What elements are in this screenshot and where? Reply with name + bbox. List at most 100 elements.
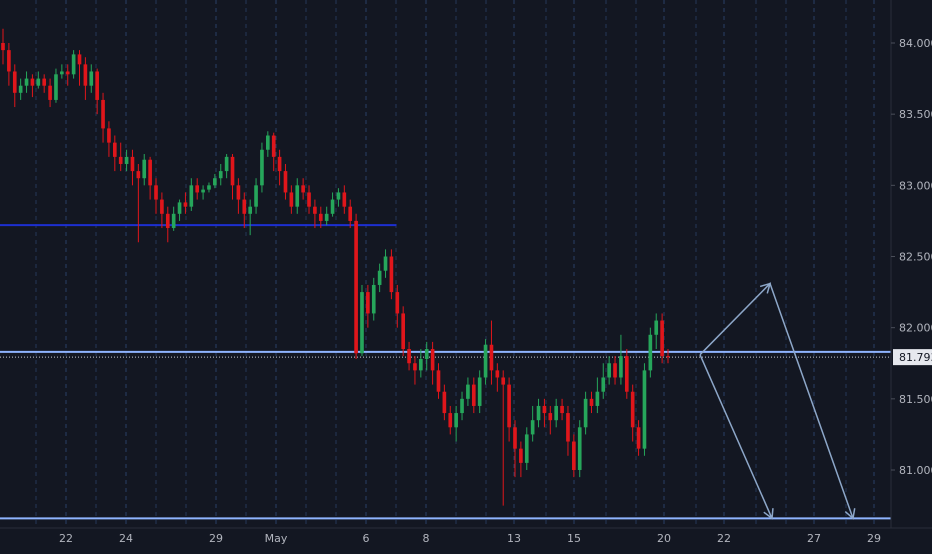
candle-body <box>572 441 576 470</box>
time-axis[interactable]: 22 24 29 May 6 8 13 15 20 22 27 29 <box>59 532 881 545</box>
candle-body <box>371 284 376 314</box>
price-axis[interactable]: 84.000 83.500 83.000 82.500 82.000 81.500 81.0… <box>891 37 932 477</box>
candle-body <box>207 185 211 190</box>
candle-down <box>77 50 82 86</box>
candle-body <box>89 71 94 86</box>
candle-up <box>583 391 588 435</box>
candle-down <box>48 78 52 108</box>
candle-down <box>101 92 105 143</box>
candle-down <box>407 341 411 371</box>
candle-body <box>277 156 282 172</box>
candle-body <box>65 71 70 75</box>
candle-body <box>448 413 453 428</box>
candle-down <box>160 192 164 229</box>
candle-up <box>254 178 258 214</box>
projection-arrows <box>699 282 856 520</box>
candle-up <box>213 173 217 189</box>
projection-path-secondary <box>699 354 773 519</box>
candle-body <box>648 334 653 371</box>
candle-body <box>601 377 606 392</box>
candle-body <box>12 71 17 93</box>
time-axis-label: 27 <box>807 532 821 545</box>
candle-body <box>124 156 129 164</box>
horizontal-lines <box>0 224 891 520</box>
candle-body <box>307 192 311 207</box>
candle-down <box>495 363 500 392</box>
candle-body <box>336 192 341 200</box>
candle-up <box>454 405 458 442</box>
candle-down <box>230 154 235 200</box>
candle-up <box>60 64 64 79</box>
candle-up <box>383 249 388 278</box>
candle-body <box>377 270 382 285</box>
candle-down <box>660 313 664 364</box>
candle-body <box>101 99 105 129</box>
candle-body <box>77 54 82 65</box>
candle-body <box>107 128 111 143</box>
candle-up <box>654 313 659 350</box>
candle-down <box>613 356 617 385</box>
candle-up <box>54 68 58 103</box>
candle-body <box>536 405 541 421</box>
time-axis-label: 22 <box>59 532 73 545</box>
candle-down <box>430 341 435 385</box>
candle-body <box>1 43 5 51</box>
candle-up <box>124 149 129 172</box>
candle-down <box>501 370 506 506</box>
candle-body <box>530 420 535 435</box>
candle-up <box>554 398 559 428</box>
candle-down <box>301 178 305 200</box>
candle-down <box>566 405 570 456</box>
candle-body <box>148 159 152 186</box>
candle-down <box>30 74 35 98</box>
price-axis-label: 81.000 <box>899 464 932 477</box>
arrow-head-up <box>759 282 772 294</box>
candle-up <box>207 182 211 193</box>
candle-body <box>430 349 435 371</box>
candle-down <box>354 213 358 359</box>
candle-body <box>454 413 458 428</box>
candles <box>1 28 670 506</box>
candle-body <box>471 384 476 406</box>
candle-body <box>295 185 300 207</box>
candle-down <box>271 132 276 172</box>
candle-up <box>536 398 541 428</box>
grid-lines <box>35 0 875 528</box>
candle-up <box>460 391 464 421</box>
candle-down <box>112 135 117 172</box>
candle-body <box>395 292 400 314</box>
candle-down <box>154 178 158 214</box>
candle-body <box>619 356 623 378</box>
candle-down <box>65 64 70 86</box>
candle-down <box>95 68 99 115</box>
candle-body <box>642 370 647 449</box>
candle-body <box>483 344 488 378</box>
candle-body <box>583 398 588 428</box>
candle-up <box>619 334 623 385</box>
candle-down <box>165 206 170 243</box>
candle-body <box>254 185 258 207</box>
candle-up <box>224 154 229 179</box>
price-axis-label: 82.500 <box>899 251 932 264</box>
candle-body <box>201 189 205 193</box>
candle-down <box>183 192 188 214</box>
price-axis-label: 83.000 <box>899 179 932 192</box>
candle-down <box>242 192 247 229</box>
candle-body <box>407 349 411 364</box>
candle-up <box>260 142 264 193</box>
price-axis-label: 82.000 <box>899 322 932 335</box>
time-axis-label: 13 <box>507 532 521 545</box>
candle-down <box>624 349 629 399</box>
candle-body <box>189 185 194 207</box>
candle-down <box>389 249 394 300</box>
candle-body <box>383 256 388 271</box>
candle-body <box>271 135 276 157</box>
candle-body <box>283 171 288 193</box>
candle-body <box>495 370 500 378</box>
candle-down <box>636 420 641 456</box>
price-axis-label: 81.500 <box>899 393 932 406</box>
candle-body <box>24 78 29 86</box>
candle-body <box>224 156 229 172</box>
